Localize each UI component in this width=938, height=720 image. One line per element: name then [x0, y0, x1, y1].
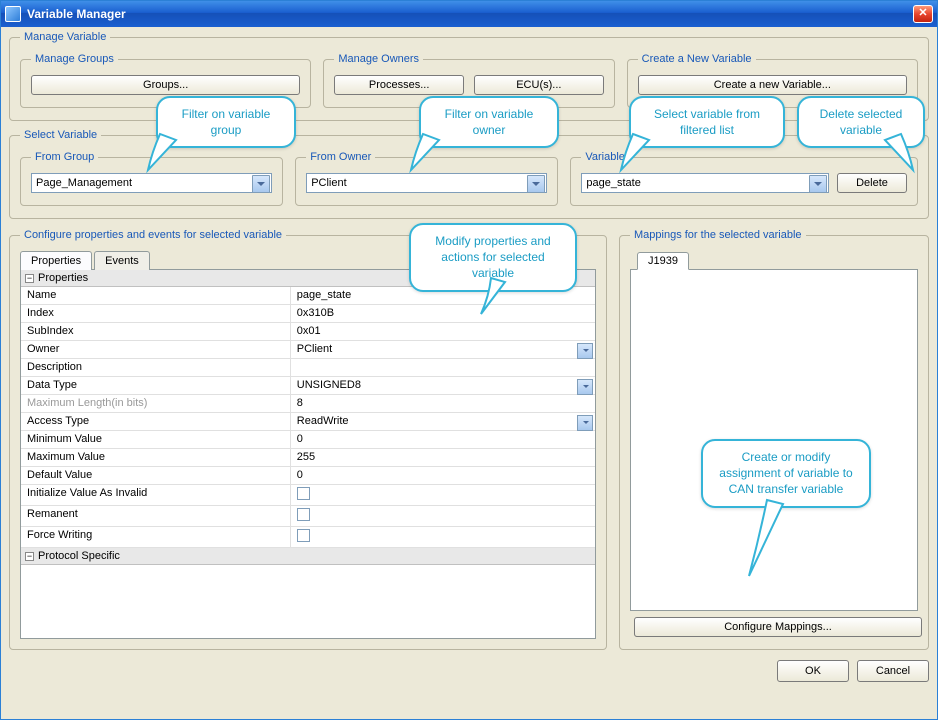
property-label: Description: [21, 359, 291, 376]
from-group-legend: From Group: [31, 151, 98, 163]
property-value: 8: [291, 395, 595, 412]
manage-legend: Manage Variable: [20, 31, 110, 43]
collapse-icon[interactable]: −: [25, 274, 34, 283]
callout-filter-owner: Filter on variable owner: [419, 96, 559, 148]
property-label: Maximum Length(in bits): [21, 395, 291, 412]
mappings-legend: Mappings for the selected variable: [630, 229, 806, 241]
property-label: Default Value: [21, 467, 291, 484]
group-header-label: Properties: [38, 272, 88, 284]
create-variable-button[interactable]: Create a new Variable...: [638, 75, 907, 95]
property-row: Access TypeReadWrite: [21, 413, 595, 431]
property-value[interactable]: 0x310B: [291, 305, 595, 322]
property-value[interactable]: 0x01: [291, 323, 595, 340]
group-header-label: Protocol Specific: [38, 550, 120, 562]
ecus-button[interactable]: ECU(s)...: [474, 75, 604, 95]
collapse-icon[interactable]: −: [25, 552, 34, 561]
from-owner-legend: From Owner: [306, 151, 375, 163]
group-combo-value: Page_Management: [36, 177, 132, 189]
property-row: Maximum Value255: [21, 449, 595, 467]
property-label: Data Type: [21, 377, 291, 394]
owner-combo-value: PClient: [311, 177, 346, 189]
property-value[interactable]: [291, 506, 595, 526]
titlebar: Variable Manager ✕: [1, 1, 937, 27]
callout-select-variable: Select variable from filtered list: [629, 96, 785, 148]
create-legend: Create a New Variable: [638, 53, 756, 65]
property-value[interactable]: 255: [291, 449, 595, 466]
manage-owners-legend: Manage Owners: [334, 53, 423, 65]
configure-legend: Configure properties and events for sele…: [20, 229, 286, 241]
property-value[interactable]: UNSIGNED8: [291, 377, 595, 394]
property-row: Initialize Value As Invalid: [21, 485, 595, 506]
owner-combo[interactable]: PClient: [306, 173, 547, 193]
property-value[interactable]: [291, 359, 595, 376]
variable-combo-value: page_state: [586, 177, 640, 189]
property-value[interactable]: 0: [291, 467, 595, 484]
callout-delete-variable: Delete selected variable: [797, 96, 925, 148]
groups-button[interactable]: Groups...: [31, 75, 300, 95]
properties-grid: − Properties Namepage_stateIndex0x310BSu…: [20, 269, 596, 639]
property-row: Force Writing: [21, 527, 595, 548]
property-label: Force Writing: [21, 527, 291, 547]
property-row: Remanent: [21, 506, 595, 527]
property-label: Access Type: [21, 413, 291, 430]
property-label: Initialize Value As Invalid: [21, 485, 291, 505]
tab-events[interactable]: Events: [94, 251, 150, 270]
dialog-buttons: OK Cancel: [9, 660, 929, 682]
mappings-tab[interactable]: J1939: [637, 252, 689, 270]
property-row: Default Value0: [21, 467, 595, 485]
property-value[interactable]: ReadWrite: [291, 413, 595, 430]
property-label: Remanent: [21, 506, 291, 526]
property-label: Owner: [21, 341, 291, 358]
tab-properties[interactable]: Properties: [20, 251, 92, 270]
cancel-button[interactable]: Cancel: [857, 660, 929, 682]
configure-mappings-button[interactable]: Configure Mappings...: [634, 617, 922, 637]
callout-mappings: Create or modify assignment of variable …: [701, 439, 871, 508]
property-value[interactable]: PClient: [291, 341, 595, 358]
callout-modify-properties: Modify properties and actions for select…: [409, 223, 577, 292]
window-title: Variable Manager: [27, 7, 126, 21]
delete-button[interactable]: Delete: [837, 173, 907, 193]
ok-button[interactable]: OK: [777, 660, 849, 682]
manage-groups-legend: Manage Groups: [31, 53, 118, 65]
property-row: SubIndex0x01: [21, 323, 595, 341]
group-header-protocol[interactable]: − Protocol Specific: [21, 548, 595, 565]
property-row: Data TypeUNSIGNED8: [21, 377, 595, 395]
property-value[interactable]: 0: [291, 431, 595, 448]
group-combo[interactable]: Page_Management: [31, 173, 272, 193]
property-label: Minimum Value: [21, 431, 291, 448]
property-row: Minimum Value0: [21, 431, 595, 449]
select-legend: Select Variable: [20, 129, 101, 141]
variable-combo[interactable]: page_state: [581, 173, 829, 193]
property-row: Maximum Length(in bits)8: [21, 395, 595, 413]
property-label: SubIndex: [21, 323, 291, 340]
property-value[interactable]: [291, 527, 595, 547]
callout-filter-group: Filter on variable group: [156, 96, 296, 148]
property-label: Name: [21, 287, 291, 304]
checkbox[interactable]: [297, 508, 310, 521]
property-label: Maximum Value: [21, 449, 291, 466]
checkbox[interactable]: [297, 529, 310, 542]
checkbox[interactable]: [297, 487, 310, 500]
property-label: Index: [21, 305, 291, 322]
property-row: Description: [21, 359, 595, 377]
property-row: OwnerPClient: [21, 341, 595, 359]
app-icon: [5, 6, 21, 22]
property-value[interactable]: [291, 485, 595, 505]
close-button[interactable]: ✕: [913, 5, 933, 23]
processes-button[interactable]: Processes...: [334, 75, 464, 95]
